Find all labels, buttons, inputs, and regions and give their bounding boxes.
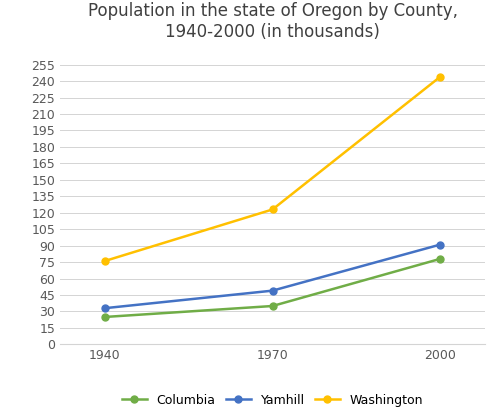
Line: Columbia: Columbia xyxy=(102,255,443,320)
Washington xyxy=(102,258,107,263)
Yamhill xyxy=(270,288,276,293)
Title: Population in the state of Oregon by County,
1940-2000 (in thousands): Population in the state of Oregon by Cou… xyxy=(88,2,458,40)
Washington xyxy=(438,74,444,79)
Washington xyxy=(270,207,276,212)
Columbia xyxy=(102,315,107,320)
Legend: Columbia, Yamhill, Washington: Columbia, Yamhill, Washington xyxy=(116,389,428,412)
Columbia xyxy=(438,256,444,261)
Yamhill xyxy=(438,242,444,247)
Columbia xyxy=(270,304,276,309)
Yamhill xyxy=(102,306,107,311)
Line: Washington: Washington xyxy=(102,73,443,265)
Line: Yamhill: Yamhill xyxy=(102,241,443,312)
